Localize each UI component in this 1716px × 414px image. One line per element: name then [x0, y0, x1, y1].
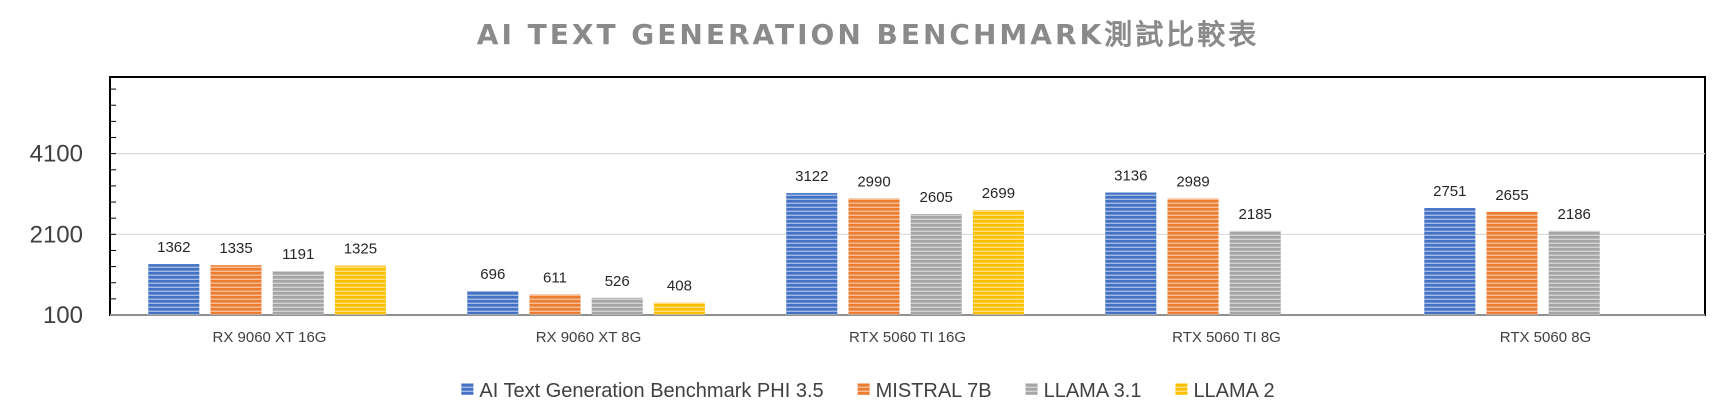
legend-item: MISTRAL 7B: [857, 380, 992, 402]
x-tick-label: RX 9060 XT 16G: [213, 329, 327, 346]
bar-texture: [1424, 208, 1476, 315]
bar-texture: [210, 265, 262, 315]
data-label: 611: [543, 269, 567, 286]
y-minor-ticks: [110, 88, 116, 300]
data-label: 2185: [1239, 206, 1272, 223]
legend-swatch-texture: [1175, 383, 1188, 395]
bar: [467, 290, 519, 315]
legend-label: MISTRAL 7B: [876, 380, 992, 402]
bar-texture: [1548, 230, 1600, 315]
chart-title: AI TEXT GENERATION BENCHMARK測試比較表: [477, 18, 1259, 51]
data-label: 1362: [157, 239, 190, 256]
data-label: 2989: [1176, 173, 1209, 190]
bar-texture: [1229, 230, 1281, 315]
bar: [591, 297, 643, 315]
legend-swatch-texture: [461, 383, 474, 395]
legend-label: AI Text Generation Benchmark PHI 3.5: [479, 380, 823, 402]
data-label: 1325: [344, 241, 377, 258]
bar: [1167, 198, 1219, 315]
bar-texture: [1167, 198, 1219, 315]
data-label: 2605: [920, 189, 953, 206]
legend-item: LLAMA 2: [1175, 380, 1275, 402]
bar-texture: [848, 198, 900, 315]
bar: [653, 302, 705, 315]
bar: [786, 193, 838, 315]
data-label: 2699: [982, 185, 1015, 202]
x-tick-label: RTX 5060 8G: [1500, 329, 1591, 346]
data-label: 696: [480, 266, 505, 283]
x-axis-tick-labels: RX 9060 XT 16G RX 9060 XT 8G RTX 5060 TI 1…: [213, 329, 1592, 346]
bar-texture: [272, 270, 324, 315]
y-tick-label: 100: [43, 302, 83, 329]
bar-texture: [972, 210, 1024, 315]
bar: [1105, 192, 1157, 315]
bar: [1548, 230, 1600, 315]
data-label: 1335: [219, 240, 252, 257]
bar: [972, 210, 1024, 315]
data-label: 3122: [795, 168, 828, 185]
bar: [210, 265, 262, 315]
legend-label: LLAMA 3.1: [1044, 380, 1142, 402]
x-tick-label: RTX 5060 TI 16G: [849, 329, 966, 346]
bar: [334, 265, 386, 315]
legend-item: AI Text Generation Benchmark PHI 3.5: [461, 380, 824, 402]
bar-texture: [786, 193, 838, 315]
bar-texture: [148, 264, 200, 315]
data-label: 2655: [1495, 187, 1528, 204]
legend-swatch-texture: [1025, 383, 1038, 395]
bar: [148, 264, 200, 315]
y-tick-label: 2100: [30, 221, 83, 248]
bar: [848, 198, 900, 315]
y-axis-tick-labels: 100 2100 4100: [30, 141, 83, 329]
legend-label: LLAMA 2: [1193, 380, 1274, 402]
bar-texture: [1486, 211, 1538, 315]
bar-texture: [910, 213, 962, 315]
bar: [529, 294, 581, 315]
bars: [148, 192, 1600, 315]
data-label: 408: [667, 278, 692, 295]
bar-texture: [653, 302, 705, 315]
bar-texture: [334, 265, 386, 315]
data-label: 526: [605, 273, 630, 290]
data-label: 1191: [282, 246, 314, 263]
bar-texture: [591, 297, 643, 315]
bar: [1424, 208, 1476, 315]
data-label: 3136: [1114, 168, 1147, 185]
data-label: 2186: [1558, 206, 1591, 223]
bar-texture: [529, 294, 581, 315]
bar-texture: [1105, 192, 1157, 315]
bar: [1486, 211, 1538, 315]
y-tick-label: 4100: [30, 141, 83, 168]
x-tick-label: RTX 5060 TI 8G: [1172, 329, 1281, 346]
legend-swatch-texture: [857, 383, 870, 395]
bar: [910, 213, 962, 315]
bar: [1229, 230, 1281, 315]
legend: AI Text Generation Benchmark PHI 3.5 MIST…: [461, 380, 1275, 402]
data-label: 2751: [1433, 183, 1466, 200]
data-labels: 1362 1335 1191 1325 696 611 526 408 3122 2990 2605…: [157, 168, 1591, 295]
x-tick-label: RX 9060 XT 8G: [536, 329, 642, 346]
data-label: 2990: [857, 173, 890, 190]
legend-item: LLAMA 3.1: [1025, 380, 1142, 402]
bar: [272, 270, 324, 315]
bar-texture: [467, 290, 519, 315]
